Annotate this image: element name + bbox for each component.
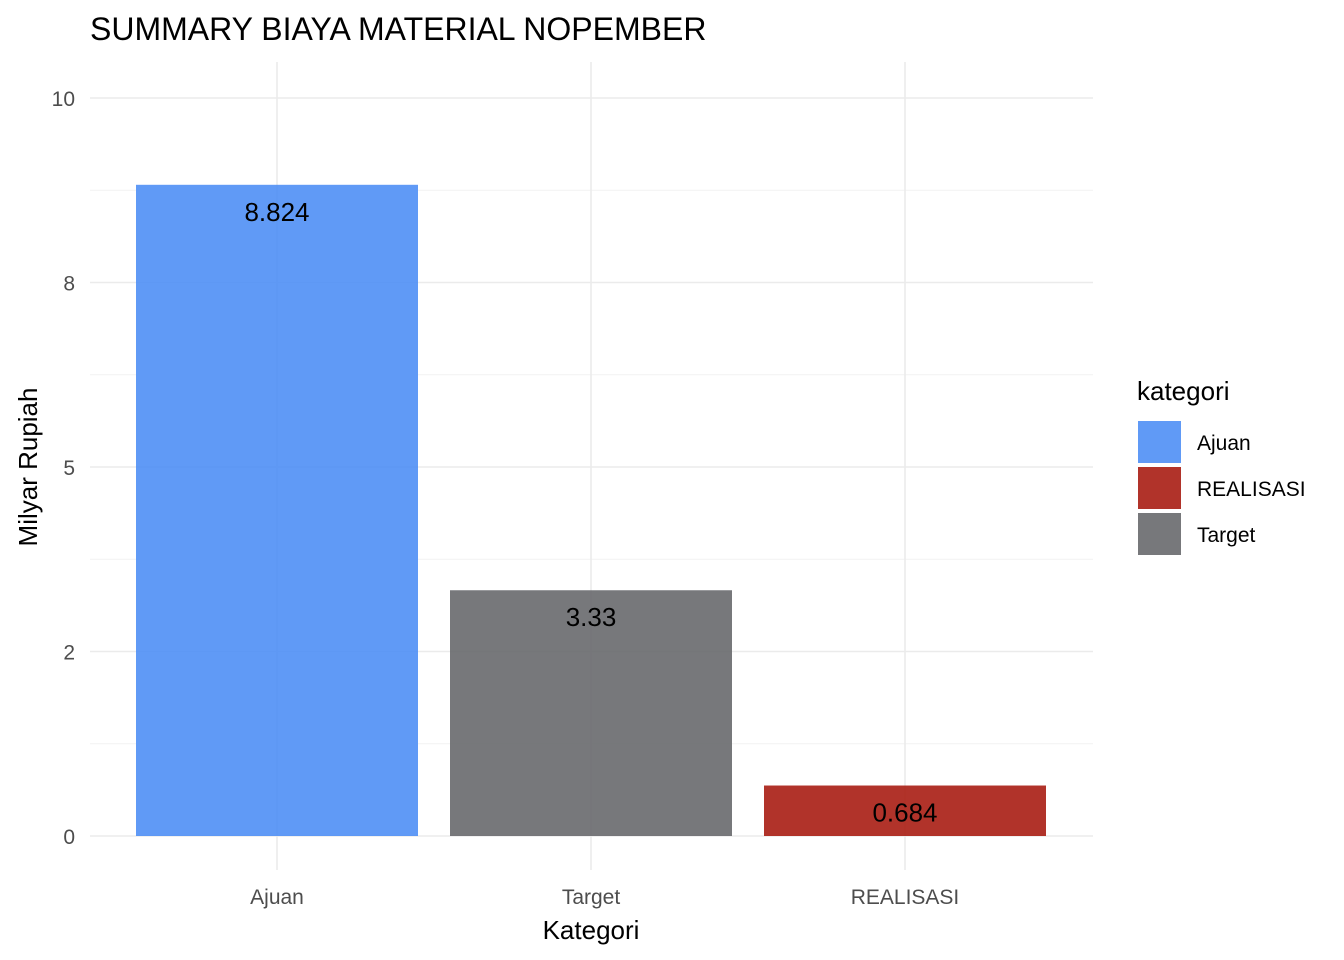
data-label-realisasi: 0.684	[872, 798, 937, 828]
legend-label-ajuan: Ajuan	[1197, 432, 1251, 455]
legend-key-realisasi	[1138, 467, 1181, 509]
y-tick-label: 2	[63, 642, 75, 665]
x-axis-title: Kategori	[543, 915, 640, 945]
legend-key-ajuan	[1138, 421, 1181, 463]
legend-label-target: Target	[1197, 524, 1256, 547]
y-tick-labels: 0 2 5 8 10	[52, 88, 75, 849]
legend: kategori Ajuan REALISASI Target	[1137, 376, 1306, 555]
legend-key-target	[1138, 513, 1181, 555]
bar-ajuan	[136, 184, 418, 836]
bar-target	[450, 590, 732, 836]
y-axis-title: Milyar Rupiah	[13, 388, 43, 547]
x-tick-labels: Ajuan Target REALISASI	[250, 886, 959, 909]
y-tick-label: 10	[52, 88, 75, 111]
chart-title: SUMMARY BIAYA MATERIAL NOPEMBER	[90, 11, 706, 47]
y-tick-label: 0	[63, 826, 75, 849]
bars: 8.824 3.33 0.684	[136, 184, 1046, 836]
legend-title: kategori	[1137, 376, 1230, 406]
bar-realisasi	[764, 785, 1046, 836]
x-tick-label: Target	[562, 886, 621, 909]
data-label-ajuan: 8.824	[244, 197, 309, 227]
x-tick-label: Ajuan	[250, 886, 304, 909]
y-tick-label: 8	[63, 273, 75, 296]
x-tick-label: REALISASI	[851, 886, 960, 909]
legend-label-realisasi: REALISASI	[1197, 478, 1306, 501]
y-tick-label: 5	[63, 457, 75, 480]
data-label-target: 3.33	[566, 602, 617, 632]
